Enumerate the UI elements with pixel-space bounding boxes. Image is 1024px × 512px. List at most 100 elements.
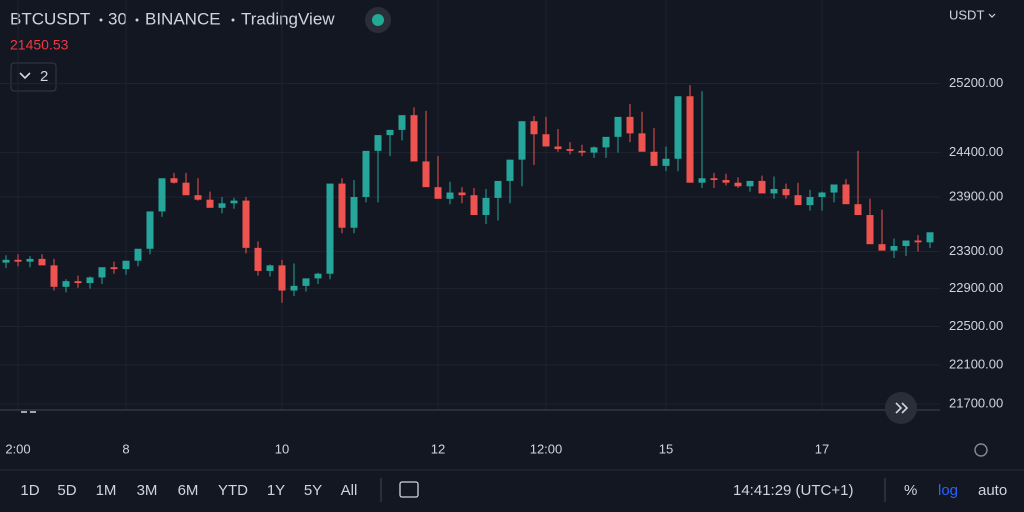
candle-body: [182, 182, 190, 196]
candle-body: [770, 188, 778, 194]
chevron: [988, 13, 996, 18]
x-tick-label: 2:00: [5, 441, 30, 456]
candle-body: [842, 184, 850, 205]
log-toggle[interactable]: log: [938, 482, 958, 499]
candle-body: [518, 121, 526, 160]
clock[interactable]: 14:41:29 (UTC+1): [733, 482, 853, 499]
candle-body: [530, 121, 538, 135]
candle-body: [914, 240, 922, 243]
candle-body: [146, 211, 154, 249]
percent-toggle[interactable]: %: [904, 482, 917, 499]
candle-body: [122, 260, 130, 270]
auto-toggle[interactable]: auto: [978, 482, 1007, 499]
candle-body: [230, 200, 238, 204]
indicators-toggle[interactable]: [10, 62, 57, 92]
candle-body: [866, 215, 874, 245]
range-button[interactable]: 1Y: [267, 482, 285, 499]
indicators-count: 2: [40, 68, 48, 85]
range-button[interactable]: All: [341, 482, 358, 499]
interval[interactable]: 30: [108, 9, 127, 28]
candle-body: [194, 195, 202, 200]
exchange: BINANCE: [145, 9, 221, 28]
candle-body: [170, 178, 178, 183]
x-tick-label: 8: [122, 441, 129, 456]
y-tick-label: 25200.00: [949, 75, 1003, 90]
candle-body: [482, 197, 490, 216]
currency[interactable]: USDT: [949, 7, 984, 22]
candle-body: [782, 188, 790, 196]
candle-body: [338, 183, 346, 228]
candle-body: [38, 258, 46, 266]
x-tick-label: 15: [659, 441, 673, 456]
candle-body: [566, 149, 574, 151]
candle-body: [446, 192, 454, 199]
candle-body: [218, 203, 226, 208]
candle-body: [458, 192, 466, 196]
candle-body: [926, 232, 934, 243]
candle-body: [542, 134, 550, 147]
y-tick-label: 21700.00: [949, 396, 1003, 411]
y-tick-label: 22100.00: [949, 356, 1003, 371]
date-range-icon[interactable]: [399, 481, 419, 498]
candle-body: [758, 180, 766, 194]
range-button[interactable]: 1D: [20, 482, 39, 499]
candle-body: [254, 247, 262, 271]
range-button[interactable]: 5D: [57, 482, 76, 499]
range-button[interactable]: 5Y: [304, 482, 322, 499]
candle-body: [890, 246, 898, 251]
range-button[interactable]: 6M: [178, 482, 199, 499]
range-button[interactable]: 3M: [137, 482, 158, 499]
candle-body: [494, 180, 502, 198]
settings-icon[interactable]: [974, 443, 988, 457]
candle-body: [722, 180, 730, 183]
y-tick-label: 24400.00: [949, 144, 1003, 159]
candle-body: [734, 182, 742, 187]
candle-body: [710, 178, 718, 181]
plot: 21700.00 22100.00 22500.00 22900.00 23300.00…: [0, 0, 1003, 456]
candle-body: [614, 116, 622, 137]
candle-body: [302, 278, 310, 286]
candle-body: [74, 281, 82, 284]
candle-body: [830, 184, 838, 193]
toolbar: 14:41:29 (UTC+1) % log auto 1D 5D 1M 3M 6M YT…: [20, 478, 1007, 502]
candle-body: [2, 259, 10, 263]
y-tick-label: 22500.00: [949, 318, 1003, 333]
candle-body: [374, 135, 382, 151]
x-tick-label: 12:00: [530, 441, 563, 456]
source: TradingView: [241, 9, 335, 28]
last-price: 21450.53: [10, 37, 69, 53]
candle-body: [818, 192, 826, 198]
y-tick-label: 22900.00: [949, 280, 1003, 295]
candle-body: [590, 147, 598, 153]
candle-body: [674, 96, 682, 159]
separator: [99, 18, 103, 22]
separator: [135, 18, 139, 22]
chevron: [19, 72, 31, 80]
candle-body: [50, 265, 58, 287]
candle-body: [578, 150, 586, 153]
symbol[interactable]: BTCUSDT: [10, 9, 90, 28]
candle-body: [326, 183, 334, 274]
candle-body: [242, 200, 250, 248]
candle-body: [746, 180, 754, 187]
candle-body: [854, 204, 862, 216]
candle-body: [134, 248, 142, 261]
legend-header: BTCUSDT 30 BINANCE TradingView 21450.53 …: [10, 7, 996, 92]
candle-body: [398, 115, 406, 130]
x-tick-label: 17: [815, 441, 829, 456]
candle-body: [794, 195, 802, 206]
candle-body: [14, 259, 22, 262]
candle-body: [422, 161, 430, 188]
candle-body: [410, 115, 418, 162]
range-button[interactable]: YTD: [218, 482, 248, 499]
candle-body: [290, 285, 298, 291]
candle-body: [554, 146, 562, 150]
candle-body: [158, 178, 166, 212]
candle-body: [506, 159, 514, 181]
candle-body: [350, 197, 358, 228]
candle-body: [86, 277, 94, 284]
range-button[interactable]: 1M: [96, 482, 117, 499]
